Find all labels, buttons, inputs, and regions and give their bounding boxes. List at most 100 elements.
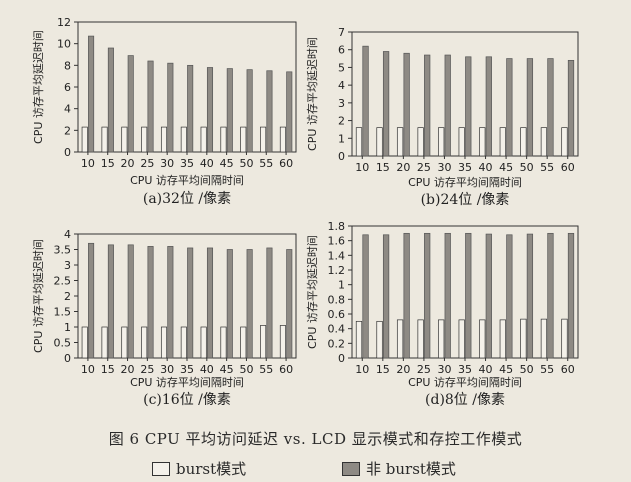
bar-burst xyxy=(396,127,404,157)
bar-non-burst xyxy=(424,54,431,157)
bar-non-burst xyxy=(286,249,293,359)
x-tick-label: 20 xyxy=(396,161,410,174)
bar-burst xyxy=(438,319,445,359)
y-tick-label: 3 xyxy=(338,97,345,110)
y-tick-label: 0.5 xyxy=(54,337,72,350)
x-tick-label: 40 xyxy=(479,363,493,376)
x-tick-label: 35 xyxy=(180,363,194,376)
bar-non-burst xyxy=(362,234,369,359)
x-tick-label: 50 xyxy=(239,363,253,376)
y-tick-label: 1.2 xyxy=(328,264,346,277)
y-axis-label: CPU 访存平均延迟时间 xyxy=(31,30,45,144)
bar-burst xyxy=(200,126,207,153)
y-tick-label: 0.4 xyxy=(328,323,346,336)
bar-non-burst xyxy=(107,244,114,359)
bar-burst xyxy=(141,126,148,153)
bar-burst xyxy=(101,126,108,153)
x-axis-label: CPU 访存平均间隔时间 xyxy=(130,173,244,187)
bar-non-burst xyxy=(206,247,214,359)
bar-non-burst xyxy=(286,71,293,153)
bar-non-burst xyxy=(187,247,194,359)
x-tick-label: 25 xyxy=(417,161,431,174)
y-tick-label: 1 xyxy=(338,132,345,145)
bar-burst xyxy=(438,127,445,157)
bar-non-burst xyxy=(266,247,273,359)
x-axis-label: CPU 访存平均间隔时间 xyxy=(408,175,522,189)
y-tick-label: 2 xyxy=(64,290,71,303)
bar-non-burst xyxy=(266,70,273,153)
bar-burst xyxy=(540,318,548,359)
bar-non-burst xyxy=(567,232,575,359)
bar-burst xyxy=(160,126,168,153)
bar-burst xyxy=(417,127,424,157)
y-tick-label: 1.5 xyxy=(54,306,72,319)
y-tick-label: 1.6 xyxy=(328,235,346,248)
bar-burst xyxy=(499,319,506,359)
bar-non-burst xyxy=(246,249,253,359)
bar-burst xyxy=(220,326,227,359)
x-tick-label: 10 xyxy=(81,363,95,376)
y-tick-label: 1.8 xyxy=(328,220,346,233)
bar-burst xyxy=(561,318,568,359)
x-tick-label: 45 xyxy=(220,363,234,376)
bar-non-burst xyxy=(485,233,492,359)
y-tick-label: 3 xyxy=(64,259,71,272)
bar-non-burst xyxy=(485,56,492,157)
bar-burst xyxy=(520,127,527,157)
x-tick-label: 60 xyxy=(561,363,575,376)
x-tick-label: 25 xyxy=(140,157,154,170)
legend-label-burst: burst模式 xyxy=(176,460,247,478)
bar-burst xyxy=(417,319,424,359)
bar-burst xyxy=(479,319,486,359)
y-axis-label: CPU 访存平均延迟时间 xyxy=(31,239,45,353)
bar-non-burst xyxy=(382,51,390,157)
bar-non-burst xyxy=(206,67,214,153)
bar-non-burst xyxy=(526,233,534,359)
bar-burst xyxy=(355,127,363,157)
bar-burst xyxy=(499,127,506,157)
x-tick-label: 60 xyxy=(279,363,293,376)
bar-non-burst xyxy=(362,45,369,157)
x-tick-label: 25 xyxy=(140,363,154,376)
bar-non-burst xyxy=(226,249,233,359)
bar-burst xyxy=(520,318,527,359)
y-tick-label: 1.4 xyxy=(328,249,346,262)
x-tick-label: 30 xyxy=(437,363,451,376)
x-tick-label: 20 xyxy=(121,363,135,376)
legend-swatch-burst xyxy=(152,461,170,476)
bar-burst xyxy=(200,326,207,359)
x-tick-label: 35 xyxy=(458,363,472,376)
bar-burst xyxy=(101,326,108,359)
legend-label-non-burst: 非 burst模式 xyxy=(366,460,456,478)
bar-non-burst xyxy=(127,55,134,153)
y-tick-label: 0.2 xyxy=(328,337,346,350)
bar-burst xyxy=(355,320,363,359)
y-tick-label: 0.6 xyxy=(328,308,346,321)
x-tick-label: 55 xyxy=(259,157,273,170)
bar-burst xyxy=(396,319,404,359)
y-axis-label: CPU 访存平均延迟时间 xyxy=(305,37,319,151)
bar-non-burst xyxy=(167,62,174,153)
x-tick-label: 15 xyxy=(101,363,115,376)
x-tick-label: 45 xyxy=(220,157,234,170)
y-tick-label: 0 xyxy=(64,352,71,365)
bar-non-burst xyxy=(424,232,431,359)
x-tick-label: 40 xyxy=(200,157,214,170)
panel-title: (c)16位 /像素 xyxy=(143,392,231,408)
x-tick-label: 55 xyxy=(259,363,273,376)
bar-non-burst xyxy=(167,246,174,359)
bar-burst xyxy=(141,326,148,359)
y-tick-label: 4 xyxy=(64,103,71,116)
bar-non-burst xyxy=(547,232,554,359)
bar-burst xyxy=(376,320,383,359)
bar-non-burst xyxy=(127,244,134,359)
bar-non-burst xyxy=(147,60,154,153)
bar-burst xyxy=(458,127,465,157)
legend-item-non-burst: 非 burst模式 xyxy=(342,458,456,479)
y-tick-label: 6 xyxy=(338,44,345,57)
chart-panel-d: 0 0.20.4 0.6 0.81 1.2 1.41.6 1.8 10 15 20 25 30 35 40… xyxy=(305,220,579,408)
bar-non-burst xyxy=(382,234,390,359)
x-axis-label: CPU 访存平均间隔时间 xyxy=(130,375,244,389)
x-tick-label: 25 xyxy=(417,363,431,376)
